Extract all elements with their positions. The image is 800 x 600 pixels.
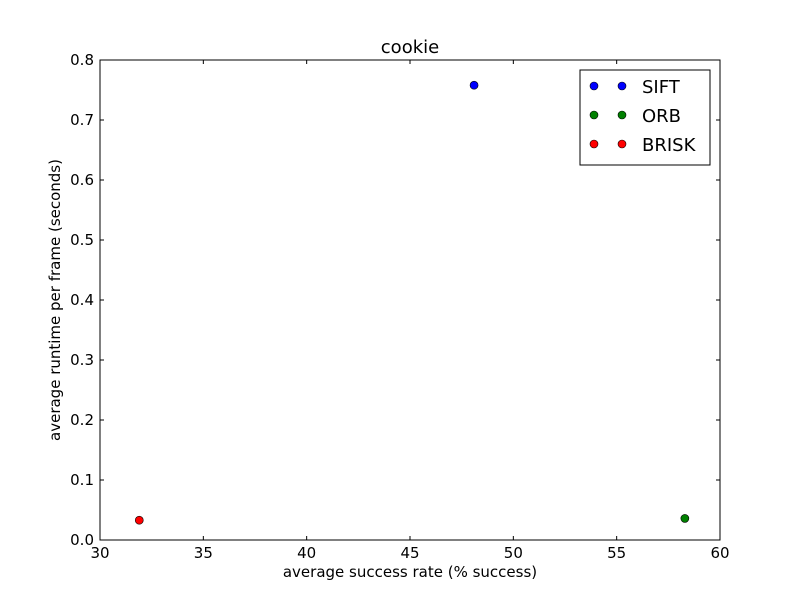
y-tick-label: 0.1 — [70, 471, 94, 489]
y-tick-label: 0.8 — [70, 51, 94, 69]
y-axis-label: average runtime per frame (seconds) — [46, 159, 64, 441]
x-tick-label: 30 — [90, 544, 109, 562]
data-point-orb — [680, 514, 690, 523]
legend-marker — [617, 81, 627, 91]
x-tick-label: 50 — [504, 544, 523, 562]
x-axis-label: average success rate (% success) — [283, 563, 537, 581]
y-tick-label: 0.5 — [70, 231, 94, 249]
legend-label: ORB — [642, 106, 681, 127]
data-point-brisk — [134, 515, 144, 525]
legend-marker — [617, 139, 627, 149]
legend-marker — [617, 110, 627, 120]
data-point-sift — [469, 80, 479, 90]
y-tick-label: 0.6 — [70, 171, 94, 189]
legend-marker — [589, 139, 599, 149]
x-tick-label: 45 — [400, 544, 419, 562]
y-tick-label: 0.7 — [70, 111, 94, 129]
legend-frame — [579, 69, 711, 166]
x-tick-label: 55 — [607, 544, 626, 562]
legend-marker — [589, 81, 599, 91]
legend-marker — [589, 110, 599, 120]
x-tick-label: 35 — [194, 544, 213, 562]
chart-title: cookie — [381, 37, 439, 58]
legend: SIFT ORB BRISK — [579, 69, 711, 166]
data-points — [134, 80, 690, 525]
y-tick-label: 0.4 — [70, 291, 94, 309]
plot-area-frame — [99, 59, 721, 541]
y-tick-label: 0.3 — [70, 351, 94, 369]
x-tick-label: 60 — [710, 544, 729, 562]
axis-ticks: 30 35 40 45 50 55 60 0.0 0.1 0.2 0.3 0.4 0.5 0.6 0.7 0.… — [70, 51, 729, 562]
y-tick-label: 0.0 — [70, 531, 94, 549]
y-tick-label: 0.2 — [70, 411, 94, 429]
x-tick-label: 40 — [297, 544, 316, 562]
legend-label: SIFT — [642, 77, 681, 98]
legend-label: BRISK — [642, 135, 697, 156]
